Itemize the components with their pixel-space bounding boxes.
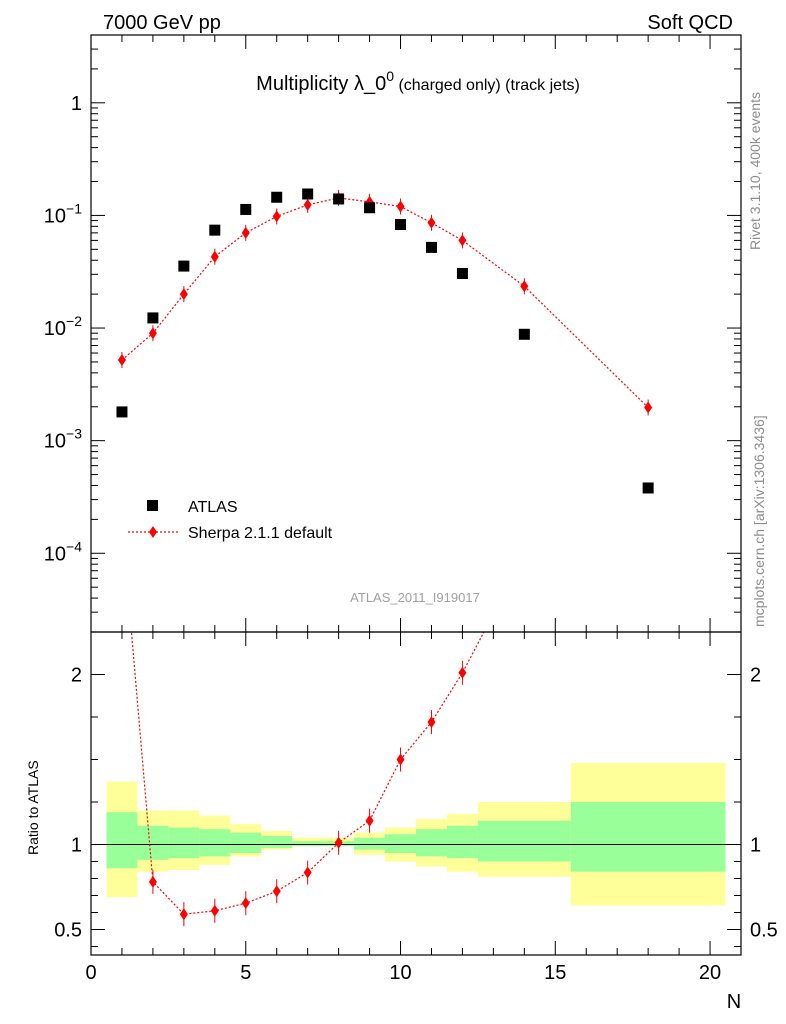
sherpa-point <box>179 288 188 301</box>
ratio-point <box>272 885 281 898</box>
legend-atlas-label: ATLAS <box>188 499 238 516</box>
ratio-y-tick-label: 0.5 <box>54 920 82 942</box>
sherpa-point <box>241 226 250 239</box>
uncertainty-bands <box>106 762 726 906</box>
atlas-point <box>147 312 159 324</box>
x-tick-label: 10 <box>389 962 411 984</box>
band-green-6 <box>292 841 324 847</box>
band-green-5 <box>261 836 293 848</box>
sherpa-point <box>148 327 157 340</box>
band-green-4 <box>230 832 262 853</box>
atlas-point <box>642 482 654 494</box>
atlas-point <box>425 241 437 253</box>
axes: 0 5 10 15 20 10−4 10−3 10−2 10−1 1 0.5 0.5 1 1 2 2 <box>44 34 778 984</box>
sherpa-point <box>520 280 529 293</box>
atlas-point <box>116 406 128 418</box>
atlas-point <box>395 219 407 231</box>
atlas-point <box>209 224 221 236</box>
x-tick-label: 5 <box>240 962 251 984</box>
ratio-point <box>148 875 157 888</box>
sherpa-point <box>396 200 405 213</box>
atlas-point <box>178 260 190 272</box>
ratio-y-tick-label-right: 2 <box>750 665 761 687</box>
band-green-11 <box>446 825 478 859</box>
sherpa-point <box>427 216 436 229</box>
analysis-id: ATLAS_2011_I919017 <box>350 590 480 605</box>
ratio-plot-frame <box>90 631 742 956</box>
ratio-point <box>396 753 405 766</box>
band-green-13 <box>570 802 726 872</box>
band-green-2 <box>168 827 200 859</box>
header-left: 7000 GeV pp <box>103 12 221 34</box>
main-plot-series <box>116 188 654 494</box>
chart-title: Multiplicity λ_00 (charged only) (track … <box>256 68 580 95</box>
ratio-point <box>334 836 343 849</box>
band-green-9 <box>385 834 416 853</box>
y-tick-label: 10−2 <box>44 313 82 340</box>
x-tick-label: 20 <box>699 962 721 984</box>
sherpa-point <box>303 198 312 211</box>
legend: ATLAS Sherpa 2.1.1 default <box>128 499 333 542</box>
ratio-point <box>365 814 374 827</box>
atlas-point <box>302 188 314 200</box>
y-tick-label: 1 <box>71 93 82 115</box>
atlas-point <box>333 193 345 205</box>
band-green-1 <box>137 825 169 860</box>
ratio-y-tick-label: 2 <box>71 665 82 687</box>
rivet-label: Rivet 3.1.10, 400k events <box>747 92 763 250</box>
band-green-10 <box>416 829 447 857</box>
legend-atlas-marker <box>147 500 158 511</box>
x-tick-label: 15 <box>544 962 566 984</box>
band-green-3 <box>199 829 231 857</box>
atlas-point <box>364 202 376 214</box>
ratio-plot-series <box>130 632 485 927</box>
ratio-point <box>241 897 250 910</box>
atlas-point <box>240 203 252 215</box>
ratio-y-tick-label: 1 <box>71 835 82 857</box>
band-green-12 <box>477 820 571 862</box>
ratio-y-tick-label-right: 0.5 <box>750 920 778 942</box>
band-green-0 <box>106 812 138 869</box>
sherpa-line <box>121 197 649 408</box>
sherpa-point <box>458 234 467 247</box>
y-tick-label: 10−4 <box>44 538 82 565</box>
ratio-point <box>427 716 436 729</box>
ratio-point <box>210 904 219 917</box>
legend-sherpa-label: Sherpa 2.1.1 default <box>188 525 333 542</box>
x-axis-label: N <box>727 991 741 1013</box>
ratio-point <box>303 866 312 879</box>
sherpa-point <box>117 354 126 367</box>
x-tick-label: 0 <box>85 962 96 984</box>
legend-sherpa-marker <box>149 526 157 538</box>
sherpa-point <box>210 250 219 263</box>
sherpa-point <box>644 401 653 414</box>
y-tick-label: 10−3 <box>44 426 82 453</box>
atlas-point <box>518 328 530 340</box>
ratio-y-axis-label: Ratio to ATLAS <box>25 760 41 855</box>
main-plot-frame <box>90 34 742 633</box>
band-green-8 <box>354 837 386 850</box>
ratio-y-tick-label-right: 1 <box>750 835 761 857</box>
ratio-point <box>179 908 188 921</box>
sherpa-point <box>272 210 281 223</box>
y-tick-label: 10−1 <box>44 200 82 227</box>
atlas-point <box>456 268 468 280</box>
header-right: Soft QCD <box>647 12 733 34</box>
atlas-point <box>271 191 283 203</box>
mcplots-label: mcplots.cern.ch [arXiv:1306.3436] <box>751 415 767 627</box>
ratio-point <box>458 666 467 679</box>
